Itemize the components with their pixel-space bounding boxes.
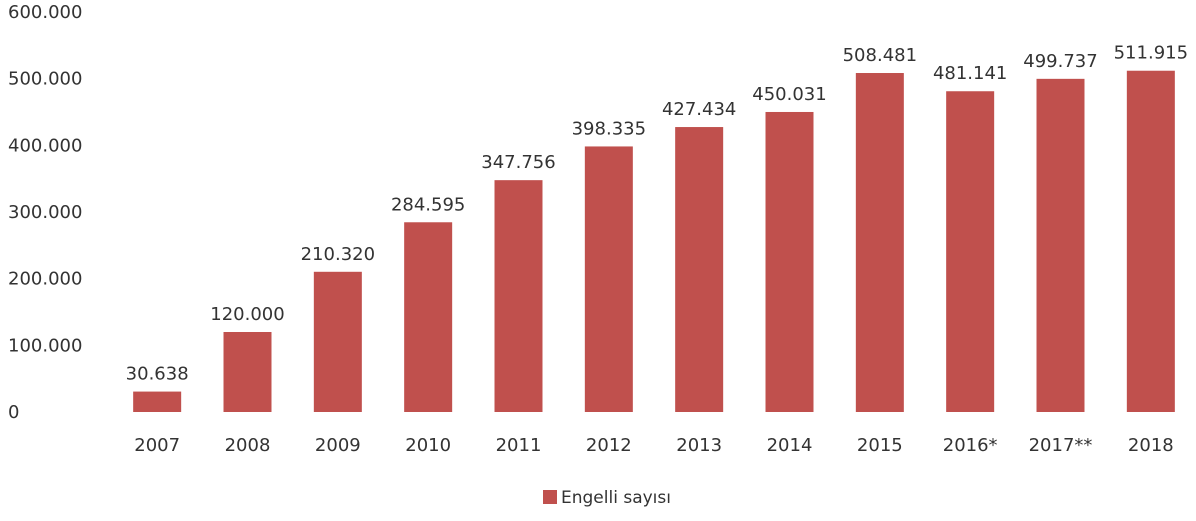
y-tick-label: 400.000 bbox=[8, 135, 82, 156]
legend: Engelli sayısı bbox=[543, 488, 671, 508]
bar bbox=[855, 73, 904, 412]
y-tick-label: 500.000 bbox=[8, 69, 82, 90]
y-tick-label: 200.000 bbox=[8, 269, 82, 290]
bar bbox=[404, 222, 453, 412]
x-tick-label: 2009 bbox=[315, 435, 361, 456]
data-label: 347.756 bbox=[481, 152, 555, 173]
x-tick-label: 2008 bbox=[225, 435, 271, 456]
data-label: 210.320 bbox=[301, 244, 375, 265]
bars-group bbox=[133, 70, 1175, 413]
data-label: 511.915 bbox=[1114, 43, 1188, 64]
x-tick-label: 2016* bbox=[943, 435, 998, 456]
x-tick-label: 2017** bbox=[1029, 435, 1093, 456]
x-tick-label: 2007 bbox=[134, 435, 180, 456]
data-label: 398.335 bbox=[572, 118, 646, 139]
bar bbox=[223, 332, 272, 412]
y-tick-label: 0 bbox=[8, 402, 19, 423]
data-label: 481.141 bbox=[933, 63, 1007, 84]
bar bbox=[946, 91, 995, 413]
x-tick-label: 2014 bbox=[767, 435, 813, 456]
x-tick-label: 2012 bbox=[586, 435, 632, 456]
data-label: 499.737 bbox=[1023, 51, 1097, 72]
x-tick-label: 2015 bbox=[857, 435, 903, 456]
y-axis: 0 100.000 200.000 300.000 400.000 500.000 600.… bbox=[8, 2, 82, 423]
data-label: 427.434 bbox=[662, 99, 736, 120]
x-axis: 2007 2008 2009 2010 2011 2012 2013 2014 2015 2016… bbox=[134, 435, 1173, 456]
x-tick-label: 2018 bbox=[1128, 435, 1174, 456]
legend-swatch bbox=[543, 490, 557, 504]
data-label: 284.595 bbox=[391, 194, 465, 215]
x-tick-label: 2010 bbox=[405, 435, 451, 456]
bar bbox=[1126, 70, 1175, 413]
y-tick-label: 600.000 bbox=[8, 2, 82, 23]
bar bbox=[133, 391, 182, 412]
bar bbox=[1036, 78, 1085, 412]
data-label: 30.638 bbox=[126, 364, 189, 385]
y-tick-label: 100.000 bbox=[8, 335, 82, 356]
bar bbox=[494, 180, 543, 412]
data-labels-group: 30.638 120.000 210.320 284.595 347.756 398.33… bbox=[126, 43, 1188, 385]
bar bbox=[675, 127, 724, 412]
data-label: 450.031 bbox=[752, 84, 826, 105]
bar bbox=[584, 146, 633, 412]
bar bbox=[313, 271, 362, 412]
data-label: 508.481 bbox=[843, 45, 917, 66]
data-label: 120.000 bbox=[210, 304, 284, 325]
x-tick-label: 2013 bbox=[676, 435, 722, 456]
bar bbox=[765, 111, 814, 412]
y-tick-label: 300.000 bbox=[8, 202, 82, 223]
x-tick-label: 2011 bbox=[496, 435, 542, 456]
legend-label: Engelli sayısı bbox=[561, 488, 671, 508]
